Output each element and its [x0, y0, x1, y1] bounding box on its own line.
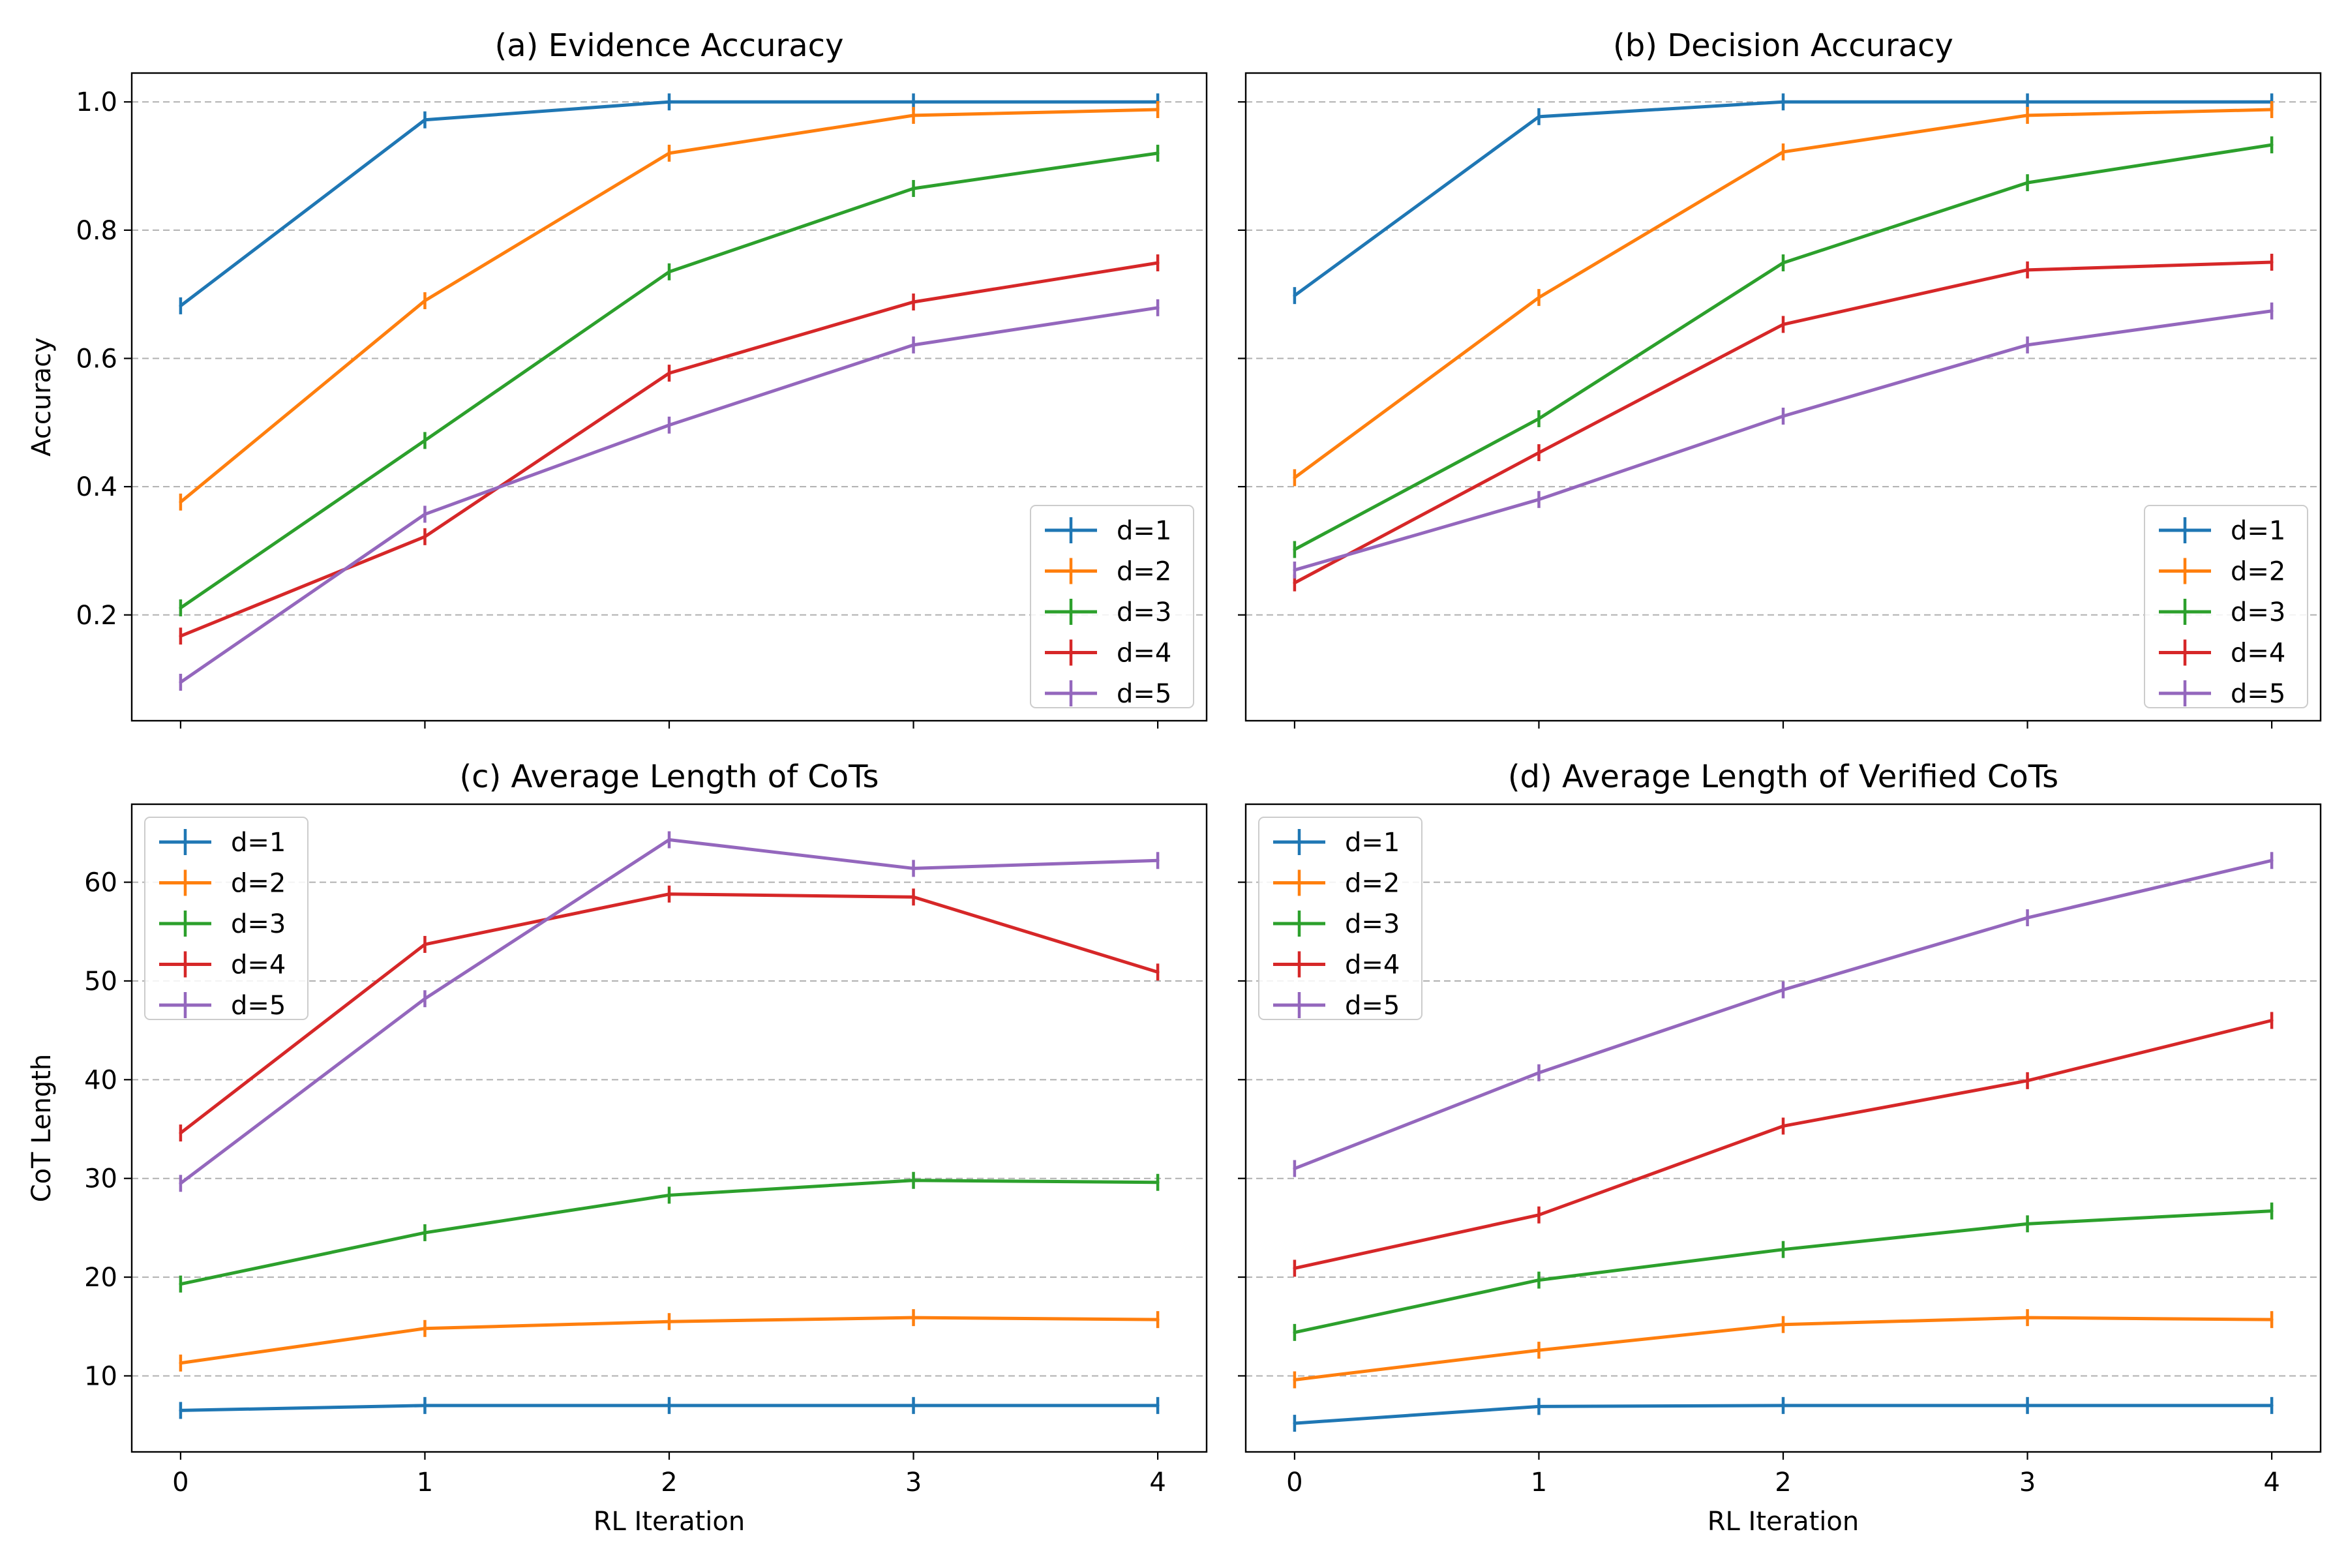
chart-panel-0: 0.2 0.4 0.6 0.8 1.0 (a) Evidence Accuracy Accu… [27, 27, 1208, 729]
legend-entry-label: d=4 [2231, 639, 2285, 669]
y-tick-label: 0.6 [76, 344, 117, 374]
legend-entry-label: d=1 [1117, 516, 1171, 546]
x-tick-label: 1 [1531, 1468, 1547, 1498]
legend-entry-label: d=5 [231, 991, 286, 1021]
x-tick-label: 1 [417, 1468, 433, 1498]
chart-panel-2: 10 20 30 40 50 60 0 1 2 3 4 (c) Average Length of C… [27, 759, 1208, 1537]
legend-entry-label: d=1 [1345, 828, 1400, 858]
plot-frame [1244, 72, 2322, 722]
x-tick-label: 4 [2263, 1468, 2280, 1498]
x-tick-label: 4 [1149, 1468, 1166, 1498]
legend-entry-label: d=4 [1117, 639, 1171, 669]
legend: d=1 d=2 d=3 d=4 d=5 [144, 817, 309, 1021]
legend: d=1 d=2 d=3 d=4 d=5 [2144, 505, 2308, 709]
x-axis-label: RL Iteration [1708, 1507, 1859, 1537]
y-tick-label: 20 [84, 1263, 117, 1293]
legend-entry-label: d=4 [1345, 950, 1400, 980]
chart-panel-3: 0 1 2 3 4 (d) Average Length of Verified CoTs… [1238, 759, 2322, 1537]
chart-title: (b) Decision Accuracy [1613, 27, 1953, 64]
legend-entry-label: d=2 [231, 869, 286, 899]
y-tick-label: 40 [84, 1065, 117, 1095]
x-tick-label: 3 [905, 1468, 922, 1498]
x-tick-label: 3 [2019, 1468, 2036, 1498]
legend-entry-label: d=2 [1117, 557, 1171, 587]
plot-frame [1244, 803, 2322, 1453]
legend: d=1 d=2 d=3 d=4 d=5 [1030, 505, 1194, 709]
series-line-d=3 [1293, 143, 2274, 551]
legend-entry-label: d=2 [1345, 869, 1400, 899]
legend-entry-label: d=4 [231, 950, 286, 980]
y-axis-label: Accuracy [27, 337, 57, 457]
chart-title: (a) Evidence Accuracy [495, 27, 844, 64]
chart-title: (d) Average Length of Verified CoTs [1508, 759, 2058, 795]
x-tick-label: 0 [1286, 1468, 1302, 1498]
legend-entry-label: d=5 [2231, 679, 2285, 709]
y-tick-label: 0.4 [76, 472, 117, 502]
x-axis-label: RL Iteration [594, 1507, 745, 1537]
chart-panel-1: (b) Decision Accuracy d=1 d=2 d=3 d=4 d=5 [1238, 27, 2322, 729]
legend-entry-label: d=5 [1345, 991, 1400, 1021]
y-tick-label: 0.8 [76, 216, 117, 246]
y-tick-label: 0.2 [76, 601, 117, 631]
series-line-d=5 [179, 306, 1160, 684]
series-line-d=5 [1293, 309, 2274, 572]
y-tick-label: 10 [84, 1361, 117, 1391]
y-tick-label: 1.0 [76, 87, 117, 117]
legend-entry-label: d=5 [1117, 679, 1171, 709]
legend-entry-label: d=3 [231, 909, 286, 939]
x-tick-label: 0 [172, 1468, 188, 1498]
y-axis-label: CoT Length [27, 1054, 57, 1203]
legend-entry-label: d=2 [2231, 557, 2285, 587]
legend: d=1 d=2 d=3 d=4 d=5 [1258, 817, 1422, 1021]
legend-entry-label: d=3 [1117, 597, 1171, 627]
series-line-d=3 [1293, 1209, 2274, 1334]
legend-entry-label: d=3 [1345, 909, 1400, 939]
y-tick-label: 50 [84, 967, 117, 997]
y-tick-label: 60 [84, 868, 117, 898]
plot-frame [130, 72, 1208, 722]
series-line-d=2 [179, 108, 1160, 504]
legend-entry-label: d=1 [2231, 516, 2285, 546]
chart-title: (c) Average Length of CoTs [459, 759, 879, 795]
legend-entry-label: d=3 [2231, 597, 2285, 627]
x-tick-label: 2 [1775, 1468, 1791, 1498]
y-tick-label: 30 [84, 1164, 117, 1194]
plot-frame [130, 803, 1208, 1453]
x-tick-label: 2 [661, 1468, 677, 1498]
legend-entry-label: d=1 [231, 828, 286, 858]
series-line-d=4 [1293, 1019, 2274, 1270]
series-line-d=4 [179, 892, 1160, 1135]
